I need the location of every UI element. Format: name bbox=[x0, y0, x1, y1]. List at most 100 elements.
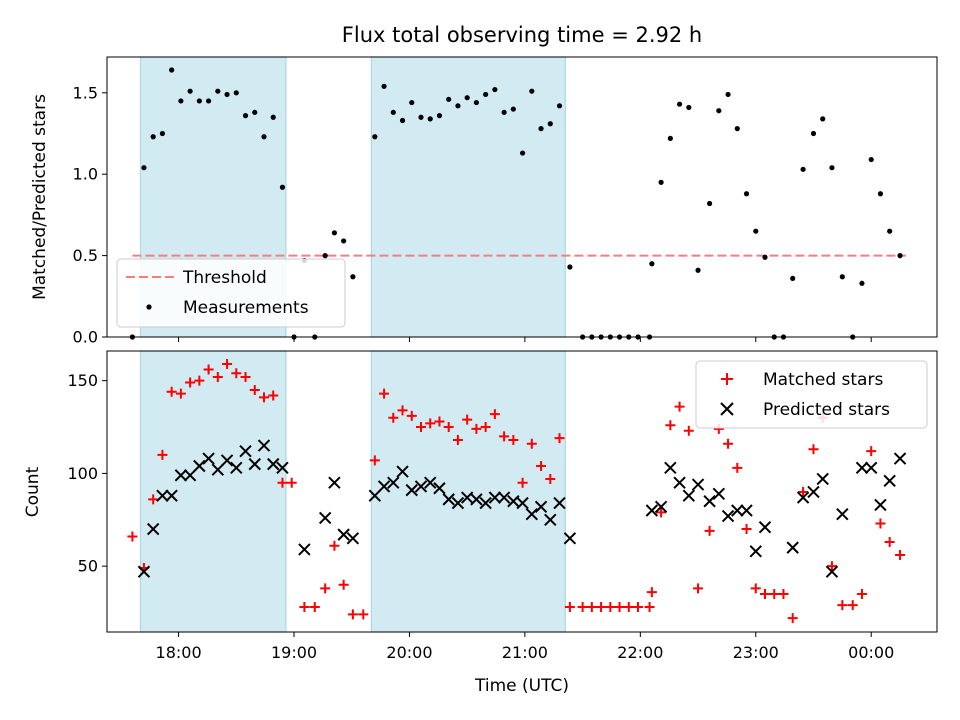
bottom-panel-y-axis-label: Count bbox=[23, 466, 43, 517]
measurement-point bbox=[706, 200, 713, 207]
legend-matched-swatch bbox=[721, 373, 733, 385]
predicted-star-point bbox=[664, 461, 677, 475]
measurement-point bbox=[868, 156, 874, 163]
matched-star-point bbox=[443, 422, 454, 433]
matched-star-point bbox=[564, 601, 575, 612]
y-tick-label: 150 bbox=[67, 371, 98, 390]
predicted-star-point bbox=[202, 452, 215, 465]
matched-star-point bbox=[517, 477, 528, 488]
matched-star-point bbox=[231, 368, 242, 379]
measurement-point bbox=[556, 103, 563, 109]
matched-star-point bbox=[723, 438, 734, 449]
predicted-star-point bbox=[786, 541, 799, 554]
matched-star-point bbox=[526, 438, 537, 449]
bottom-panel-frame bbox=[106, 350, 938, 633]
measurement-point bbox=[341, 238, 347, 244]
predicted-star-point bbox=[893, 452, 907, 465]
measurement-point bbox=[242, 113, 249, 119]
measurement-point bbox=[331, 230, 338, 236]
measurement-point bbox=[538, 126, 544, 132]
predicted-star-point bbox=[337, 528, 350, 541]
matched-star-point bbox=[148, 494, 159, 505]
predicted-star-point bbox=[414, 480, 428, 493]
matched-star-point bbox=[895, 550, 906, 561]
predicted-star-point bbox=[497, 491, 511, 504]
predicted-star-point bbox=[883, 474, 896, 488]
predicted-star-point bbox=[703, 495, 716, 508]
matched-star-point bbox=[185, 377, 196, 388]
matched-star-point bbox=[286, 477, 297, 488]
matched-star-point bbox=[277, 477, 288, 488]
predicted-star-point bbox=[534, 500, 548, 514]
matched-star-point bbox=[826, 561, 837, 572]
predicted-star-point bbox=[405, 483, 418, 497]
predicted-star-point bbox=[721, 509, 735, 523]
measurement-point bbox=[725, 91, 731, 98]
measurement-point bbox=[446, 96, 452, 102]
predicted-star-point bbox=[146, 522, 160, 536]
matched-star-point bbox=[309, 601, 320, 612]
matched-star-point bbox=[258, 392, 269, 403]
matched-star-point bbox=[623, 601, 634, 612]
measurement-point bbox=[436, 113, 443, 119]
predicted-star-point bbox=[488, 491, 502, 504]
measurement-point bbox=[510, 106, 516, 112]
matched-star-point bbox=[605, 601, 616, 612]
predicted-star-point bbox=[816, 472, 829, 486]
measurement-point bbox=[233, 90, 239, 96]
matched-star-point bbox=[425, 418, 436, 429]
measurement-point bbox=[372, 134, 378, 140]
predicted-star-point bbox=[346, 532, 360, 545]
predicted-star-point bbox=[377, 480, 391, 493]
matched-star-point bbox=[683, 425, 694, 436]
predicted-star-point bbox=[691, 478, 705, 491]
matched-star-point bbox=[577, 601, 588, 612]
legend-predicted-swatch bbox=[720, 402, 734, 416]
measurement-point bbox=[547, 121, 553, 127]
legend-measurements-swatch bbox=[146, 304, 152, 310]
measurement-point bbox=[887, 228, 893, 234]
measurement-point bbox=[762, 254, 768, 260]
predicted-star-point bbox=[874, 498, 887, 512]
measurement-point bbox=[178, 98, 184, 104]
predicted-star-point bbox=[211, 463, 225, 476]
measurement-points bbox=[129, 67, 903, 340]
top-panel-y-ticks: 0.0 0.5 1.0 1.5 bbox=[73, 83, 107, 347]
measurement-point bbox=[820, 116, 826, 122]
matched-star-point bbox=[646, 587, 657, 598]
predicted-star-point bbox=[387, 476, 400, 489]
matched-star-point bbox=[240, 371, 251, 382]
x-tick-label: 21:00 bbox=[502, 643, 548, 662]
matched-star-point bbox=[596, 601, 607, 612]
measurement-point bbox=[676, 101, 683, 107]
measurement-point bbox=[649, 261, 655, 267]
predicted-star-point bbox=[276, 461, 289, 475]
matched-star-point bbox=[369, 455, 380, 466]
bottom-panel-legend: Matched stars Predicted stars bbox=[695, 360, 928, 429]
predicted-star-point bbox=[749, 545, 762, 558]
matched-star-point bbox=[194, 375, 205, 386]
predicted-star-point bbox=[183, 469, 197, 482]
matched-star-point bbox=[847, 600, 858, 611]
measurement-point bbox=[270, 114, 276, 120]
matched-star-point bbox=[769, 588, 780, 599]
predicted-star-point bbox=[758, 520, 772, 534]
measurement-point bbox=[473, 99, 480, 106]
measurement-point bbox=[716, 108, 722, 114]
matched-star-point bbox=[499, 431, 510, 442]
predicted-star-point bbox=[479, 496, 492, 510]
predicted-star-point bbox=[544, 513, 557, 526]
measurement-point bbox=[224, 91, 230, 98]
matched-star-point bbox=[633, 601, 644, 612]
predicted-star-point bbox=[740, 504, 753, 517]
matched-star-point bbox=[884, 537, 895, 548]
measurement-point bbox=[859, 280, 865, 286]
matched-star-point bbox=[665, 420, 676, 431]
bottom-panel-x-ticks: 18:00 19:00 20:00 21:00 22:00 23:00 00:00 bbox=[156, 632, 894, 662]
matched-star-point bbox=[741, 524, 752, 535]
measurement-point bbox=[205, 98, 212, 104]
measurement-point bbox=[743, 191, 750, 197]
predicted-star-point bbox=[193, 459, 206, 473]
measurement-point bbox=[529, 88, 535, 94]
measurement-point bbox=[141, 165, 147, 171]
